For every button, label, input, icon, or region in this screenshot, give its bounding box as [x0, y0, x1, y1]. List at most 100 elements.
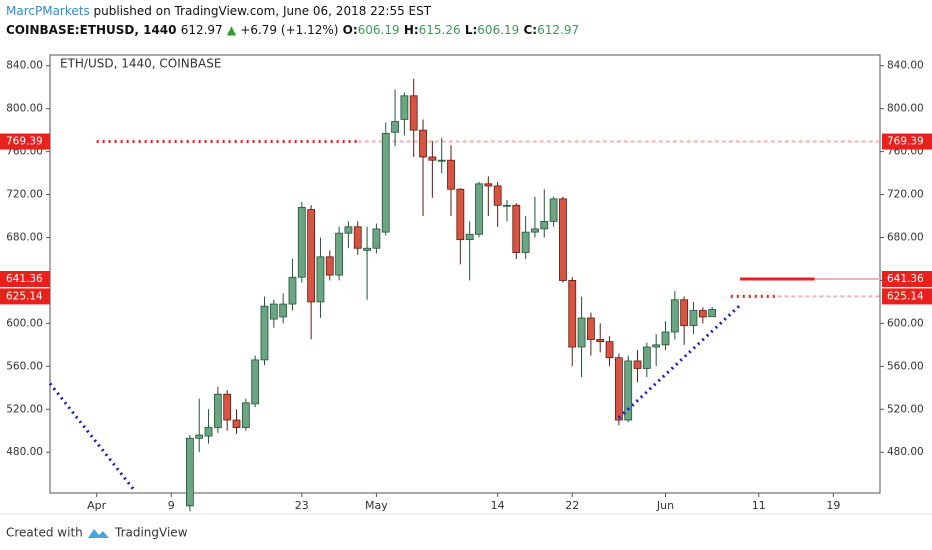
candle-body [549, 198, 558, 222]
candle-body [596, 339, 605, 343]
x-tick-label: 23 [295, 499, 309, 512]
y-tick-label: 480.00 [887, 446, 924, 458]
candle-body [288, 276, 297, 305]
candle-body [624, 360, 633, 421]
price-tag-label: 641.36 [887, 273, 924, 285]
plot-frame [49, 54, 881, 494]
candle-body [447, 159, 455, 190]
y-tick-label: 560.00 [887, 360, 924, 372]
legend: ETH/USD, 1440, COINBASE [60, 57, 221, 71]
candle-body [484, 183, 493, 187]
x-tick-label: Apr [87, 499, 107, 512]
y-tick-label: 800.00 [6, 103, 43, 115]
candle-body [409, 95, 418, 131]
candle-body [223, 393, 232, 421]
x-tick-label: 14 [491, 499, 505, 512]
published: published on TradingView.com, June 06, 2… [94, 4, 432, 18]
y-tick-label: 720.00 [887, 189, 924, 201]
candle-body [251, 359, 260, 405]
candle-body [559, 198, 567, 281]
price-tag-label: 641.36 [6, 273, 43, 285]
x-tick-label: 9 [168, 499, 175, 512]
y-tick-label: 840.00 [887, 60, 924, 72]
candle-body [577, 317, 586, 348]
candle-body [540, 220, 549, 230]
y-tick-label: 720.00 [6, 189, 43, 201]
trend-line [48, 382, 136, 491]
candle-body [605, 341, 614, 359]
price-tag-label: 769.39 [887, 136, 924, 148]
candle-body [503, 204, 511, 207]
y-tick-label: 840.00 [6, 60, 43, 72]
candle-body [465, 233, 474, 241]
price-tag-label: 769.39 [6, 136, 43, 148]
candle-body [381, 132, 390, 233]
x-tick-label: 22 [565, 499, 579, 512]
h-value: 615.26 [419, 23, 461, 37]
candle-body [363, 247, 371, 251]
l-label: L: [465, 23, 477, 37]
candle-body [456, 188, 465, 241]
x-tick-label: Jun [656, 499, 674, 512]
candle-body [344, 226, 353, 234]
candle-body [297, 207, 306, 278]
candle-body [512, 204, 521, 253]
price-tag [0, 288, 50, 305]
candle-body [307, 209, 316, 303]
candle-body [316, 256, 325, 303]
y-tick-label: 520.00 [6, 403, 43, 415]
y-tick-label: 680.00 [887, 232, 924, 244]
candle-body [531, 228, 539, 233]
candle-body [372, 228, 381, 249]
footer-created: Created with [6, 526, 83, 540]
candle-body [232, 419, 241, 428]
price-tag [882, 288, 932, 305]
candle-body [475, 183, 483, 235]
candle-body [698, 310, 707, 318]
y-tick-label: 800.00 [887, 103, 924, 115]
price-tag [882, 270, 932, 287]
candle-body [652, 344, 661, 348]
price-tag [0, 270, 50, 287]
price-tag [0, 133, 50, 150]
candle-body [213, 393, 222, 428]
candle-body [204, 427, 213, 437]
candle-body [661, 331, 670, 346]
candle-body [241, 402, 250, 428]
candle-body [185, 437, 194, 507]
price-tag-label: 625.14 [6, 290, 43, 302]
brand-logo [88, 529, 109, 538]
symbol: COINBASE:ETHUSD, 1440 [6, 23, 177, 37]
up-arrow: ▲ [227, 23, 237, 37]
price-tag [882, 133, 932, 150]
x-tick-label: 11 [752, 499, 766, 512]
candle-body [195, 434, 204, 439]
candle-body [633, 360, 642, 369]
candle-body [428, 156, 437, 161]
footer-brand: TradingView [114, 526, 188, 540]
y-tick-label: 520.00 [887, 403, 924, 415]
candle-body [642, 346, 651, 369]
y-tick-label: 600.00 [887, 317, 924, 329]
candle-body [260, 305, 269, 361]
candle-body [279, 303, 288, 318]
candle-body [419, 129, 427, 158]
x-tick-label: May [365, 499, 388, 512]
author: MarcPMarkets [6, 4, 90, 18]
candle-body [353, 226, 362, 249]
candle-body [521, 231, 530, 253]
candle-body [670, 299, 679, 333]
candle-body [493, 185, 502, 206]
candle-body [325, 256, 334, 276]
price-tag-label: 625.14 [887, 290, 924, 302]
y-tick-label: 600.00 [6, 317, 43, 329]
candle-body [680, 299, 689, 326]
candle-body [568, 280, 577, 348]
o-label: O: [343, 23, 358, 37]
symbol-line: COINBASE:ETHUSD, 1440 612.97 ▲ +6.79 (+1… [6, 23, 579, 37]
candle-body [269, 303, 278, 320]
last: 612.97 [181, 23, 223, 37]
y-tick-label: 680.00 [6, 232, 43, 244]
